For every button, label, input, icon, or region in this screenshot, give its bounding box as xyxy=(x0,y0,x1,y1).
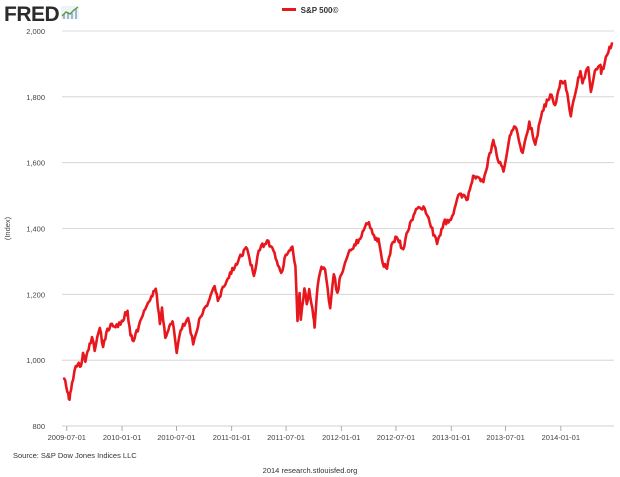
x-tick-label: 2010-07-01 xyxy=(157,433,195,442)
x-tick-label: 2011-07-01 xyxy=(267,433,305,442)
y-tick-label: 1,200 xyxy=(26,290,45,299)
y-tick-label: 2,000 xyxy=(26,27,45,36)
axes: 800 1,000 1,200 1,400 1,600 1,800 2,000 2009-07… xyxy=(26,27,614,442)
grid-lines xyxy=(62,30,614,427)
y-tick-label: 1,600 xyxy=(26,159,45,168)
x-tick-label: 2010-01-01 xyxy=(103,433,141,442)
y-tick-label: 800 xyxy=(32,422,45,431)
x-tick-label: 2012-07-01 xyxy=(377,433,415,442)
y-tick-label: 1,000 xyxy=(26,356,45,365)
x-tick-label: 2009-07-01 xyxy=(48,433,86,442)
x-tick-label: 2014-01-01 xyxy=(542,433,580,442)
series-layer xyxy=(62,42,614,401)
x-tick-label: 2011-01-01 xyxy=(213,433,251,442)
y-tick-label: 1,800 xyxy=(26,93,45,102)
source-note: Source: S&P Dow Jones Indices LLC xyxy=(13,451,137,460)
y-axis-title: (Index) xyxy=(3,216,12,240)
line-chart-icon xyxy=(61,6,80,24)
legend-label: S&P 500© xyxy=(300,6,339,15)
sp500-series-line xyxy=(62,42,614,401)
x-tick-label: 2013-07-01 xyxy=(486,433,524,442)
footer-note: 2014 research.stlouisfed.org xyxy=(262,466,358,475)
y-tick-label: 1,400 xyxy=(26,225,45,234)
fred-logo-text: FRED xyxy=(4,3,60,26)
x-tick-label: 2013-01-01 xyxy=(432,433,470,442)
x-tick-label: 2012-01-01 xyxy=(322,433,360,442)
chart-legend: S&P 500© xyxy=(0,6,620,15)
fred-logo: FRED xyxy=(4,2,80,26)
legend-swatch xyxy=(281,8,296,12)
